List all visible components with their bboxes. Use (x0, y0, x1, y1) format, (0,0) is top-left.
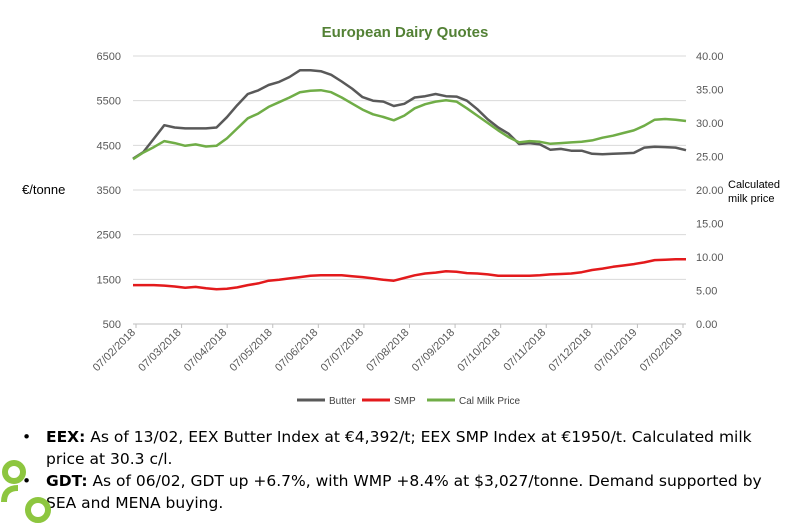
left-tick-label: 4500 (97, 140, 121, 152)
x-tick-label: 07/10/2018 (455, 327, 502, 374)
x-axis-ticks: 07/02/201807/03/201807/04/201807/05/2018… (91, 323, 686, 374)
legend-entry: SMP (394, 396, 416, 407)
bullet-eex-body: As of 13/02, EEX Butter Index at €4,392/… (46, 428, 752, 468)
left-tick-label: 2500 (97, 230, 121, 242)
x-tick-label: 07/01/2019 (592, 327, 639, 374)
legend-entry: Cal Milk Price (459, 396, 521, 407)
brand-logo-icon (1, 460, 51, 523)
right-tick-label: 15.00 (696, 219, 724, 231)
left-tick-label: 6500 (97, 51, 121, 63)
bullet-gdt-label: GDT: (46, 472, 88, 490)
legend-entry: Butter (329, 396, 356, 407)
right-tick-label: 40.00 (696, 51, 724, 63)
right-axis-label-line2: milk price (728, 193, 774, 205)
bullet-symbol: • (22, 428, 32, 446)
right-axis-label-line1: Calculated (728, 179, 780, 191)
right-tick-label: 25.00 (696, 152, 724, 164)
bullet-gdt-text: GDT: As of 06/02, GDT up +6.7%, with WMP… (46, 470, 782, 514)
left-tick-label: 3500 (97, 185, 121, 197)
series-line-butter (132, 69, 687, 160)
gridlines (133, 55, 686, 325)
right-tick-label: 10.00 (696, 252, 724, 264)
right-tick-label: 5.00 (696, 286, 717, 298)
bullet-symbol: • (22, 472, 32, 490)
x-tick-label: 07/02/2018 (91, 327, 138, 374)
right-tick-label: 30.00 (696, 118, 724, 130)
bullet-gdt-body: As of 06/02, GDT up +6.7%, with WMP +8.4… (46, 472, 762, 512)
x-tick-label: 07/05/2018 (227, 327, 274, 374)
series-line-smp (133, 257, 686, 291)
x-tick-label: 07/06/2018 (273, 327, 320, 374)
left-axis-label: €/tonne (22, 182, 65, 197)
left-tick-label: 1500 (97, 274, 121, 286)
x-tick-label: 07/02/2019 (638, 327, 685, 374)
x-tick-label: 07/07/2018 (319, 327, 366, 374)
x-tick-label: 07/04/2018 (182, 327, 229, 374)
x-tick-label: 07/09/2018 (410, 327, 457, 374)
right-tick-label: 0.00 (696, 319, 717, 331)
x-tick-label: 07/03/2018 (136, 327, 183, 374)
left-axis-ticks: 6500 5500 4500 3500 2500 1500 500 (97, 51, 121, 331)
bullet-eex-label: EEX: (46, 428, 86, 446)
x-tick-label: 07/12/2018 (547, 327, 594, 374)
left-tick-label: 500 (103, 319, 121, 331)
right-axis-label: Calculated milk price (728, 179, 783, 205)
series-lines (132, 69, 687, 291)
bullet-eex-text: EEX: As of 13/02, EEX Butter Index at €4… (46, 426, 782, 470)
left-tick-label: 5500 (97, 96, 121, 108)
legend: Butter SMP Cal Milk Price (297, 396, 521, 407)
right-tick-label: 20.00 (696, 185, 724, 197)
x-tick-label: 07/08/2018 (364, 327, 411, 374)
x-tick-label: 07/11/2018 (502, 327, 549, 374)
right-axis-ticks: 40.00 35.00 30.00 25.00 20.00 15.00 10.00 5.00 0… (696, 51, 724, 331)
chart-title: European Dairy Quotes (322, 24, 489, 41)
dairy-quotes-chart: European Dairy Quotes 6500 5500 4500 3500 25… (22, 24, 783, 407)
series-line-cal-milk-price (132, 88, 687, 161)
right-tick-label: 35.00 (696, 85, 724, 97)
